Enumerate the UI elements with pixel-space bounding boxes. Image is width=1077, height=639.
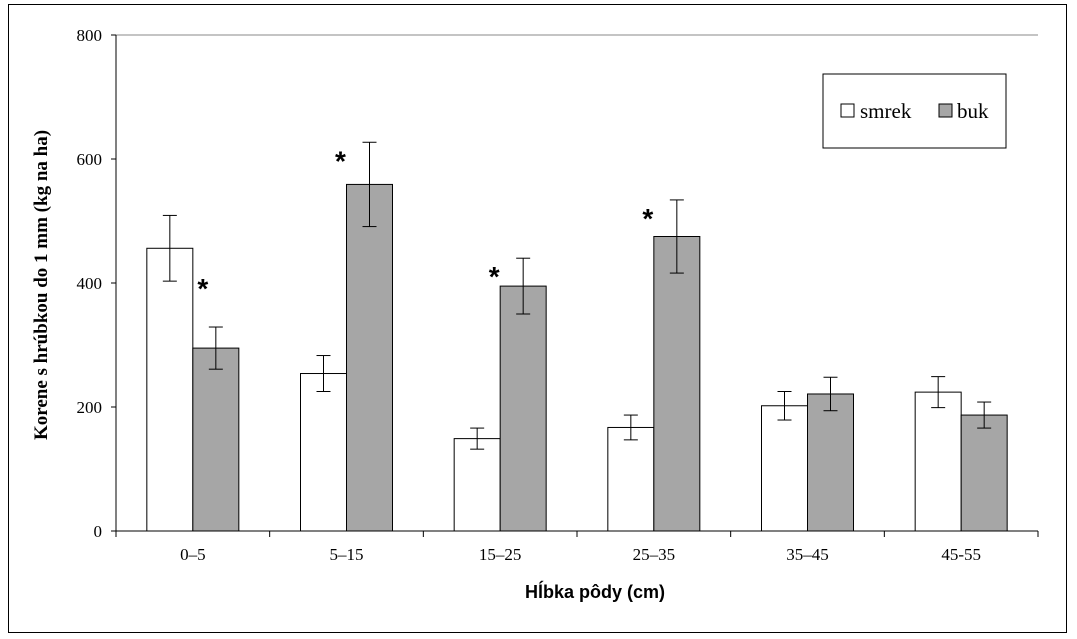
bars bbox=[146, 183, 1008, 532]
y-tick-label: 400 bbox=[77, 274, 103, 293]
x-tick-label: 15–25 bbox=[479, 545, 522, 564]
legend-label-buk: buk bbox=[957, 99, 989, 123]
x-tick-label: 25–35 bbox=[633, 545, 676, 564]
axes bbox=[111, 34, 1039, 537]
x-tick-label: 45-55 bbox=[941, 545, 981, 564]
bar-smrek bbox=[607, 426, 655, 532]
y-tick-label: 800 bbox=[77, 26, 103, 45]
bar-buk bbox=[192, 347, 240, 532]
significance-star: * bbox=[489, 261, 500, 292]
bar-smrek bbox=[453, 438, 501, 532]
bar-smrek bbox=[914, 391, 962, 532]
bar-buk bbox=[346, 183, 393, 532]
bar-buk bbox=[653, 236, 701, 532]
x-tick-label: 0–5 bbox=[180, 545, 206, 564]
y-tick-label: 600 bbox=[77, 150, 103, 169]
x-tick-label: 5–15 bbox=[330, 545, 364, 564]
bar-smrek bbox=[300, 373, 347, 532]
bar-smrek bbox=[761, 405, 808, 532]
y-tick-label: 200 bbox=[77, 398, 103, 417]
chart-frame bbox=[8, 4, 1067, 633]
y-axis-label: Korene s hrúbkou do 1 mm (kg na ha) bbox=[31, 130, 52, 440]
bar-buk bbox=[807, 393, 854, 532]
legend-swatch-buk bbox=[938, 103, 953, 118]
significance-star: * bbox=[642, 203, 653, 234]
significance-marks: * * * * bbox=[197, 145, 653, 304]
x-tick-labels: 0–5 5–15 15–25 25–35 35–45 45-55 bbox=[180, 545, 981, 564]
x-axis-label: Hĺbka pôdy (cm) bbox=[525, 581, 665, 602]
bar-buk bbox=[499, 285, 547, 532]
legend-label-smrek: smrek bbox=[860, 99, 912, 123]
bar-buk bbox=[960, 414, 1008, 532]
y-tick-label: 0 bbox=[94, 522, 103, 541]
x-tick-label: 35–45 bbox=[786, 545, 829, 564]
significance-star: * bbox=[197, 273, 208, 304]
y-tick-labels: 0 200 400 600 800 bbox=[77, 26, 103, 541]
significance-star: * bbox=[335, 145, 346, 176]
error-bars bbox=[162, 141, 992, 450]
legend-swatch-smrek bbox=[840, 103, 855, 118]
legend: smrek buk bbox=[822, 73, 1007, 149]
bar-smrek bbox=[146, 247, 194, 532]
